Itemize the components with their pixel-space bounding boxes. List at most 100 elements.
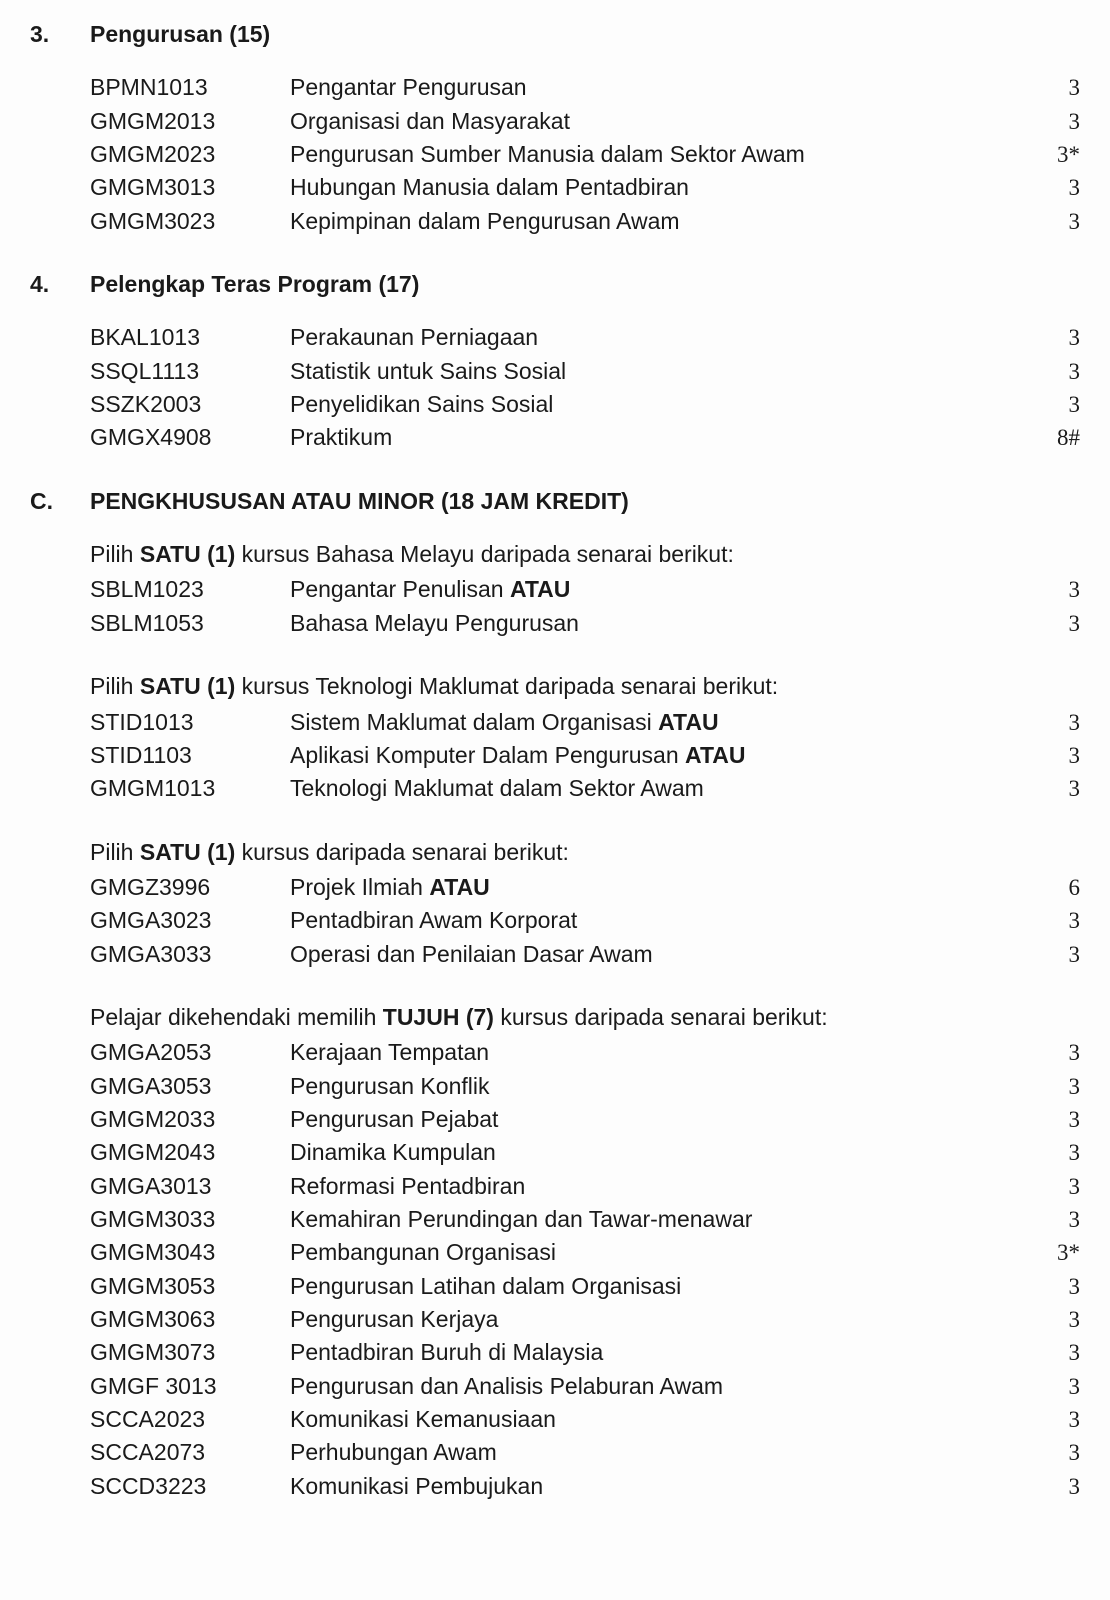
course-code: GMGM3033 xyxy=(90,1203,290,1236)
course-credit: 3 xyxy=(1020,388,1080,421)
instr-text: Pilih xyxy=(90,839,140,865)
course-credit: 3 xyxy=(1020,71,1080,104)
course-credit: 3 xyxy=(1020,1203,1080,1236)
course-code: GMGA2053 xyxy=(90,1036,290,1069)
course-row: GMGA3013Reformasi Pentadbiran3 xyxy=(90,1170,1080,1203)
course-code: GMGM2033 xyxy=(90,1103,290,1136)
course-row: GMGM3043Pembangunan Organisasi3* xyxy=(90,1236,1080,1269)
course-credit: 3 xyxy=(1020,573,1080,606)
course-credit: 3 xyxy=(1020,739,1080,772)
course-credit: 3 xyxy=(1020,607,1080,640)
course-code: BKAL1013 xyxy=(90,321,290,354)
course-desc: Pengurusan Pejabat xyxy=(290,1103,1020,1136)
course-desc: Kepimpinan dalam Pengurusan Awam xyxy=(290,205,1020,238)
course-row: SCCA2023Komunikasi Kemanusiaan3 xyxy=(90,1403,1080,1436)
course-row: GMGZ3996Projek Ilmiah ATAU6 xyxy=(90,871,1080,904)
course-row: GMGM2023Pengurusan Sumber Manusia dalam … xyxy=(90,138,1080,171)
course-desc: Komunikasi Kemanusiaan xyxy=(290,1403,1020,1436)
course-row: GMGM1013Teknologi Maklumat dalam Sektor … xyxy=(90,772,1080,805)
course-desc: Pengurusan Latihan dalam Organisasi xyxy=(290,1270,1020,1303)
course-row: GMGA3023Pentadbiran Awam Korporat3 xyxy=(90,904,1080,937)
course-row: GMGM3013Hubungan Manusia dalam Pentadbir… xyxy=(90,171,1080,204)
course-credit: 3 xyxy=(1020,105,1080,138)
course-credit: 3 xyxy=(1020,171,1080,204)
instr-text: kursus Bahasa Melayu daripada senarai be… xyxy=(235,541,734,567)
course-credit: 3 xyxy=(1020,938,1080,971)
section-4-table: BKAL1013Perakaunan Perniagaan3SSQL1113St… xyxy=(90,321,1080,454)
course-row: SSZK2003Penyelidikan Sains Sosial3 xyxy=(90,388,1080,421)
course-row: GMGM2043Dinamika Kumpulan3 xyxy=(90,1136,1080,1169)
course-code: GMGM1013 xyxy=(90,772,290,805)
course-desc: Pengurusan Kerjaya xyxy=(290,1303,1020,1336)
desc-bold: ATAU xyxy=(510,576,570,602)
section-3-heading: 3. Pengurusan (15) xyxy=(30,18,1080,51)
course-row: GMGX4908Praktikum8# xyxy=(90,421,1080,454)
course-credit: 3 xyxy=(1020,205,1080,238)
course-row: GMGM2033Pengurusan Pejabat3 xyxy=(90,1103,1080,1136)
course-credit: 3 xyxy=(1020,1070,1080,1103)
course-credit: 3 xyxy=(1020,706,1080,739)
course-desc: Pengurusan Konflik xyxy=(290,1070,1020,1103)
course-code: SCCA2073 xyxy=(90,1436,290,1469)
course-credit: 3 xyxy=(1020,1303,1080,1336)
course-desc: Pengurusan dan Analisis Pelaburan Awam xyxy=(290,1370,1020,1403)
course-row: GMGM3073Pentadbiran Buruh di Malaysia3 xyxy=(90,1336,1080,1369)
desc-bold: ATAU xyxy=(685,742,745,768)
course-credit: 3 xyxy=(1020,1403,1080,1436)
course-row: STID1013Sistem Maklumat dalam Organisasi… xyxy=(90,706,1080,739)
group-instruction: Pilih SATU (1) kursus Bahasa Melayu dari… xyxy=(90,538,1080,571)
instr-text: kursus Teknologi Maklumat daripada senar… xyxy=(235,673,778,699)
course-desc: Pengantar Pengurusan xyxy=(290,71,1020,104)
course-credit: 3 xyxy=(1020,772,1080,805)
course-code: GMGA3033 xyxy=(90,938,290,971)
desc-bold: ATAU xyxy=(658,709,718,735)
course-credit: 3 xyxy=(1020,1270,1080,1303)
instr-text: Pelajar dikehendaki memilih xyxy=(90,1004,383,1030)
course-row: GMGM3053Pengurusan Latihan dalam Organis… xyxy=(90,1270,1080,1303)
instr-bold: SATU (1) xyxy=(140,839,235,865)
course-desc: Pengurusan Sumber Manusia dalam Sektor A… xyxy=(290,138,1020,171)
course-code: GMGA3023 xyxy=(90,904,290,937)
course-row: SBLM1023Pengantar Penulisan ATAU3 xyxy=(90,573,1080,606)
course-row: GMGA3053Pengurusan Konflik3 xyxy=(90,1070,1080,1103)
group-instruction: Pelajar dikehendaki memilih TUJUH (7) ku… xyxy=(90,1001,1080,1034)
course-code: SSQL1113 xyxy=(90,355,290,388)
course-code: GMGM3073 xyxy=(90,1336,290,1369)
desc-text: Pentadbiran Awam Korporat xyxy=(290,907,577,933)
course-code: GMGM3013 xyxy=(90,171,290,204)
course-credit: 3 xyxy=(1020,1470,1080,1503)
section-c-group1-table: SBLM1023Pengantar Penulisan ATAU3SBLM105… xyxy=(90,573,1080,640)
section-4-heading: 4. Pelengkap Teras Program (17) xyxy=(30,268,1080,301)
desc-text: Pengantar Penulisan xyxy=(290,576,510,602)
course-credit: 6 xyxy=(1020,871,1080,904)
course-credit: 3 xyxy=(1020,1136,1080,1169)
course-credit: 3 xyxy=(1020,1336,1080,1369)
course-code: BPMN1013 xyxy=(90,71,290,104)
desc-text: Sistem Maklumat dalam Organisasi xyxy=(290,709,658,735)
course-code: STID1103 xyxy=(90,739,290,772)
desc-text: Operasi dan Penilaian Dasar Awam xyxy=(290,941,653,967)
course-code: STID1013 xyxy=(90,706,290,739)
document-page: 3. Pengurusan (15) BPMN1013Pengantar Pen… xyxy=(0,0,1110,1573)
section-c-group3-table: GMGZ3996Projek Ilmiah ATAU6GMGA3023Penta… xyxy=(90,871,1080,971)
section-title: Pelengkap Teras Program (17) xyxy=(90,268,1080,301)
course-desc: Sistem Maklumat dalam Organisasi ATAU xyxy=(290,706,1020,739)
desc-text: Bahasa Melayu Pengurusan xyxy=(290,610,579,636)
course-credit: 3 xyxy=(1020,1170,1080,1203)
course-credit: 3 xyxy=(1020,355,1080,388)
course-credit: 3 xyxy=(1020,1036,1080,1069)
course-code: GMGA3013 xyxy=(90,1170,290,1203)
instr-bold: SATU (1) xyxy=(140,673,235,699)
desc-text: Projek Ilmiah xyxy=(290,874,429,900)
course-code: GMGM3023 xyxy=(90,205,290,238)
course-row: SCCD3223Komunikasi Pembujukan3 xyxy=(90,1470,1080,1503)
course-code: GMGM3053 xyxy=(90,1270,290,1303)
course-desc: Reformasi Pentadbiran xyxy=(290,1170,1020,1203)
instr-text: kursus daripada senarai berikut: xyxy=(235,839,569,865)
course-row: SCCA2073Perhubungan Awam3 xyxy=(90,1436,1080,1469)
course-desc: Aplikasi Komputer Dalam Pengurusan ATAU xyxy=(290,739,1020,772)
course-row: GMGM2013Organisasi dan Masyarakat3 xyxy=(90,105,1080,138)
instr-text: Pilih xyxy=(90,541,140,567)
course-row: BPMN1013Pengantar Pengurusan3 xyxy=(90,71,1080,104)
course-desc: Komunikasi Pembujukan xyxy=(290,1470,1020,1503)
